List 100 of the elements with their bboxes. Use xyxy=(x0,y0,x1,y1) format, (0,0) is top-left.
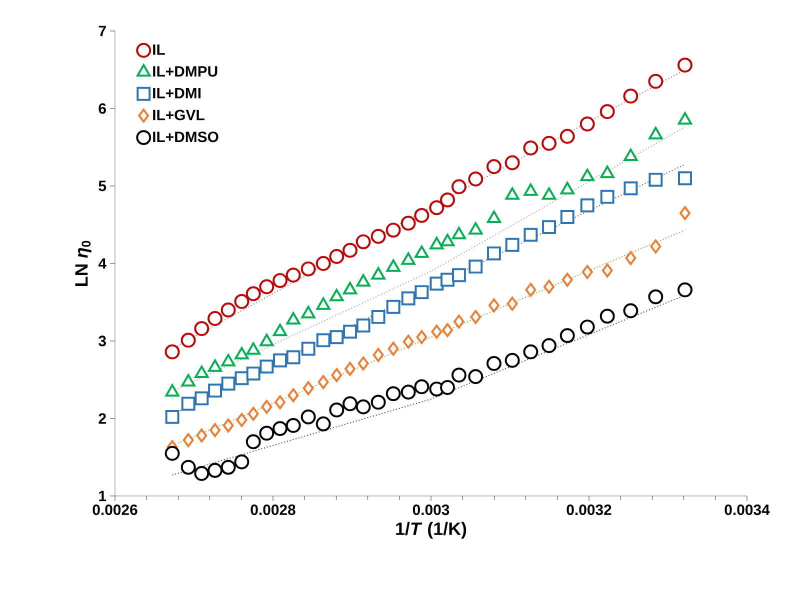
point xyxy=(452,268,466,282)
legend-label: IL+DMSO xyxy=(153,132,218,142)
point xyxy=(442,323,453,338)
point xyxy=(440,192,455,208)
point xyxy=(356,399,371,414)
point xyxy=(300,409,316,424)
point xyxy=(431,324,442,339)
y-tick-label: 2 xyxy=(98,413,106,424)
point xyxy=(600,308,615,324)
point xyxy=(344,362,356,376)
legend-label: IL+GVL xyxy=(153,110,204,120)
point xyxy=(221,376,236,391)
point xyxy=(542,136,557,151)
legend-label: IL xyxy=(153,44,165,55)
point xyxy=(234,294,250,309)
point xyxy=(648,172,663,187)
point xyxy=(164,344,180,360)
point xyxy=(505,238,520,252)
point xyxy=(286,350,300,364)
point xyxy=(208,384,222,398)
point xyxy=(371,310,386,324)
x-axis-title: 1/T (1/K) xyxy=(396,522,466,539)
point xyxy=(246,286,261,302)
point xyxy=(602,263,613,278)
point xyxy=(386,300,400,314)
point xyxy=(560,128,575,144)
y-tick-label: 7 xyxy=(98,26,106,36)
point xyxy=(504,155,520,170)
y-axis-title: LN η$_{0}$ xyxy=(75,240,92,286)
point xyxy=(318,375,329,390)
point xyxy=(329,402,344,418)
point xyxy=(246,434,261,450)
point xyxy=(330,330,344,344)
point xyxy=(451,179,466,194)
point xyxy=(182,433,194,448)
point xyxy=(316,256,331,271)
point xyxy=(342,396,358,412)
point xyxy=(288,388,299,402)
point xyxy=(402,334,414,349)
point xyxy=(194,321,210,336)
point xyxy=(624,148,638,162)
point xyxy=(286,268,301,283)
point xyxy=(234,371,249,386)
x-tick-label: 0.0028 xyxy=(250,504,296,516)
x-tick-label: 0.0034 xyxy=(724,504,770,516)
point xyxy=(453,314,464,329)
point xyxy=(356,234,371,250)
point xyxy=(272,273,288,288)
point xyxy=(562,272,573,287)
point xyxy=(248,406,259,421)
point xyxy=(486,210,502,224)
point xyxy=(400,216,416,231)
point xyxy=(525,282,536,297)
point xyxy=(208,462,222,478)
point xyxy=(386,386,401,402)
point xyxy=(316,416,331,432)
point xyxy=(582,265,593,279)
point xyxy=(370,228,386,244)
point xyxy=(329,249,344,264)
point xyxy=(648,74,664,89)
point xyxy=(236,413,248,428)
point xyxy=(542,220,556,234)
point xyxy=(386,222,401,238)
point xyxy=(600,166,614,178)
point xyxy=(623,88,638,104)
point xyxy=(194,391,209,406)
point xyxy=(273,353,288,368)
point xyxy=(580,116,595,132)
point xyxy=(678,112,692,125)
point xyxy=(429,200,444,216)
y-tick-label: 6 xyxy=(98,103,106,114)
point xyxy=(488,298,500,312)
point xyxy=(372,348,384,362)
y-tick-label: 1 xyxy=(99,490,106,502)
x-tick-label: 0.0032 xyxy=(566,504,612,516)
point xyxy=(486,159,502,174)
point xyxy=(220,302,236,318)
point xyxy=(544,280,555,294)
point xyxy=(486,356,502,371)
point xyxy=(624,181,638,196)
point xyxy=(261,400,272,414)
point xyxy=(523,140,538,156)
point xyxy=(451,368,466,383)
point xyxy=(302,381,314,396)
point xyxy=(400,384,416,400)
point xyxy=(342,242,358,258)
point xyxy=(246,366,260,381)
point xyxy=(165,410,180,424)
point xyxy=(468,369,484,384)
point xyxy=(260,360,274,374)
point xyxy=(524,228,538,242)
y-tick-label: 3 xyxy=(98,336,106,346)
y-tick-label: 5 xyxy=(98,180,106,192)
point xyxy=(222,418,234,432)
point xyxy=(678,171,692,186)
legend-label: IL+DMPU xyxy=(153,66,218,77)
point xyxy=(234,454,250,470)
point xyxy=(560,210,574,224)
point xyxy=(272,421,288,436)
point xyxy=(300,261,316,276)
